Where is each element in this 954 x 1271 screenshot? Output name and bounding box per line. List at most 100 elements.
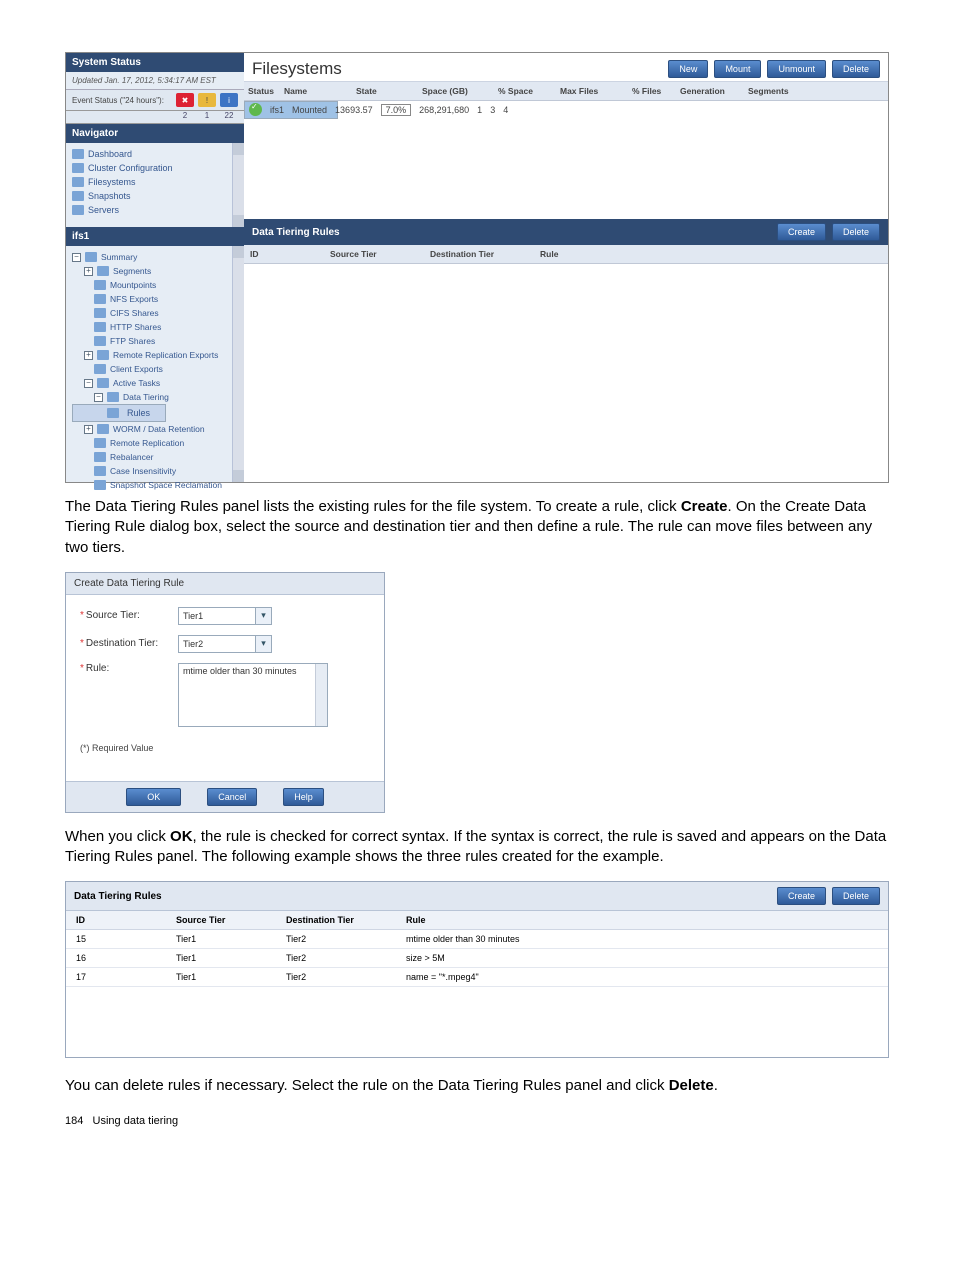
- tree-cifs-shares[interactable]: CIFS Shares: [72, 306, 242, 320]
- error-count: 2: [176, 111, 194, 120]
- page-number: 184: [65, 1115, 83, 1127]
- nav-label: Cluster Configuration: [88, 163, 173, 173]
- tree-label: Segments: [113, 266, 151, 276]
- tree-mountpoints[interactable]: Mountpoints: [72, 278, 242, 292]
- create-dtr-dialog: Create Data Tiering Rule *Source Tier: T…: [65, 572, 385, 813]
- tree-case-insensitivity[interactable]: Case Insensitivity: [72, 464, 242, 478]
- nav-servers[interactable]: Servers: [72, 203, 242, 217]
- tree-label: WORM / Data Retention: [113, 424, 205, 434]
- nav-label: Filesystems: [88, 177, 136, 187]
- tree-label: Rebalancer: [110, 452, 153, 462]
- unmount-button[interactable]: Unmount: [767, 60, 826, 78]
- ok-button[interactable]: OK: [126, 788, 181, 806]
- rule-row[interactable]: 16 Tier1 Tier2 size > 5M: [66, 949, 888, 968]
- dtr-col-rule: Rule: [534, 245, 888, 263]
- tree-rules[interactable]: Rules: [72, 404, 166, 422]
- rule-row[interactable]: 15 Tier1 Tier2 mtime older than 30 minut…: [66, 930, 888, 949]
- dst-tier-label-text: Destination Tier:: [86, 638, 158, 649]
- system-status-updated: Updated Jan. 17, 2012, 5:34:17 AM EST: [66, 72, 244, 90]
- fs-state: Mounted: [288, 101, 331, 119]
- rule-id: 16: [66, 949, 166, 967]
- col-id: ID: [66, 911, 166, 929]
- fs-blank-area: [244, 119, 888, 219]
- tree-label: Summary: [101, 252, 137, 262]
- dtr-create-button[interactable]: Create: [777, 223, 826, 241]
- dtr-title: Data Tiering Rules: [252, 227, 777, 238]
- dtr-column-header: ID Source Tier Destination Tier Rule: [244, 245, 888, 264]
- info-icon: i: [220, 93, 238, 107]
- tree-client-exports[interactable]: Client Exports: [72, 362, 242, 376]
- tree-label: Client Exports: [110, 364, 163, 374]
- rule-src: Tier1: [166, 949, 276, 967]
- cancel-button[interactable]: Cancel: [207, 788, 257, 806]
- new-button[interactable]: New: [668, 60, 708, 78]
- tree-scrollbar[interactable]: [232, 246, 244, 482]
- delete-button[interactable]: Delete: [832, 60, 880, 78]
- console-screenshot: System Status Updated Jan. 17, 2012, 5:3…: [65, 52, 889, 483]
- col-segments: Segments: [744, 82, 888, 100]
- para-1: The Data Tiering Rules panel lists the e…: [65, 497, 889, 558]
- rule-row[interactable]: 17 Tier1 Tier2 name = "*.mpeg4": [66, 968, 888, 987]
- tree-nfs-exports[interactable]: NFS Exports: [72, 292, 242, 306]
- textarea-scrollbar[interactable]: [315, 664, 327, 726]
- dtr-delete-button[interactable]: Delete: [832, 223, 880, 241]
- rule-label-text: Rule:: [86, 663, 109, 674]
- rule-id: 15: [66, 930, 166, 948]
- src-tier-label: *Source Tier:: [80, 610, 178, 621]
- rule-dst: Tier2: [276, 949, 396, 967]
- tree-segments[interactable]: +Segments: [72, 264, 242, 278]
- tree-snapshot-space-reclamation[interactable]: Snapshot Space Reclamation: [72, 478, 242, 492]
- help-button[interactable]: Help: [283, 788, 324, 806]
- tree-worm[interactable]: +WORM / Data Retention: [72, 422, 242, 436]
- rules-panel: Data Tiering Rules Create Delete ID Sour…: [65, 881, 889, 1058]
- tree-ftp-shares[interactable]: FTP Shares: [72, 334, 242, 348]
- tree-rebalancer[interactable]: Rebalancer: [72, 450, 242, 464]
- mount-button[interactable]: Mount: [714, 60, 761, 78]
- rules-column-header: ID Source Tier Destination Tier Rule: [66, 911, 888, 930]
- dst-tier-select[interactable]: Tier2 ▾: [178, 635, 272, 653]
- rules-delete-button[interactable]: Delete: [832, 887, 880, 905]
- warn-count: 1: [198, 111, 216, 120]
- tree-label: Active Tasks: [113, 378, 160, 388]
- para3-c: .: [714, 1077, 718, 1094]
- tree-label: HTTP Shares: [110, 322, 161, 332]
- tree-label: Remote Replication Exports: [113, 350, 218, 360]
- tree-http-shares[interactable]: HTTP Shares: [72, 320, 242, 334]
- col-status: Status: [244, 82, 280, 100]
- para2-b: OK: [170, 828, 193, 845]
- tree-data-tiering[interactable]: −Data Tiering: [72, 390, 242, 404]
- fs-row-ifs1[interactable]: ifs1 Mounted 13693.57 7.0% 268,291,680 1…: [244, 101, 338, 119]
- warn-icon: !: [198, 93, 216, 107]
- src-tier-select[interactable]: Tier1▾: [178, 607, 272, 625]
- nav-scrollbar[interactable]: [232, 143, 244, 227]
- rules-create-button[interactable]: Create: [777, 887, 826, 905]
- chevron-down-icon: ▾: [255, 636, 271, 652]
- nav-filesystems[interactable]: Filesystems: [72, 175, 242, 189]
- para1-b: Create: [681, 498, 728, 515]
- nav-label: Snapshots: [88, 191, 131, 201]
- system-status-header: System Status: [66, 53, 244, 72]
- rule-textarea[interactable]: mtime older than 30 minutes: [178, 663, 328, 727]
- nav-dashboard[interactable]: Dashboard: [72, 147, 242, 161]
- dst-tier-value: Tier2: [179, 639, 207, 649]
- rules-title: Data Tiering Rules: [74, 891, 777, 902]
- tree-remote-rep-exports[interactable]: +Remote Replication Exports: [72, 348, 242, 362]
- dtr-header-bar: Data Tiering Rules Create Delete: [244, 219, 888, 245]
- tree-active-tasks[interactable]: −Active Tasks: [72, 376, 242, 390]
- fs-column-header: Status Name State Space (GB) % Space Max…: [244, 82, 888, 101]
- tree-label: FTP Shares: [110, 336, 155, 346]
- col-pctspace: % Space: [494, 82, 556, 100]
- src-tier-label-text: Source Tier:: [86, 610, 140, 621]
- tree-summary[interactable]: −Summary: [72, 250, 242, 264]
- info-count: 22: [220, 111, 238, 120]
- fs-pct: 7.0%: [381, 104, 412, 116]
- rule-dst: Tier2: [276, 930, 396, 948]
- tree-label: Rules: [123, 408, 154, 418]
- event-counts: 2 1 22: [66, 111, 244, 124]
- dtr-col-dst: Destination Tier: [424, 245, 534, 263]
- page-footer: 184 Using data tiering: [65, 1115, 889, 1127]
- nav-snapshots[interactable]: Snapshots: [72, 189, 242, 203]
- tree-remote-replication[interactable]: Remote Replication: [72, 436, 242, 450]
- nav-cluster-config[interactable]: Cluster Configuration: [72, 161, 242, 175]
- tree-label: CIFS Shares: [110, 308, 159, 318]
